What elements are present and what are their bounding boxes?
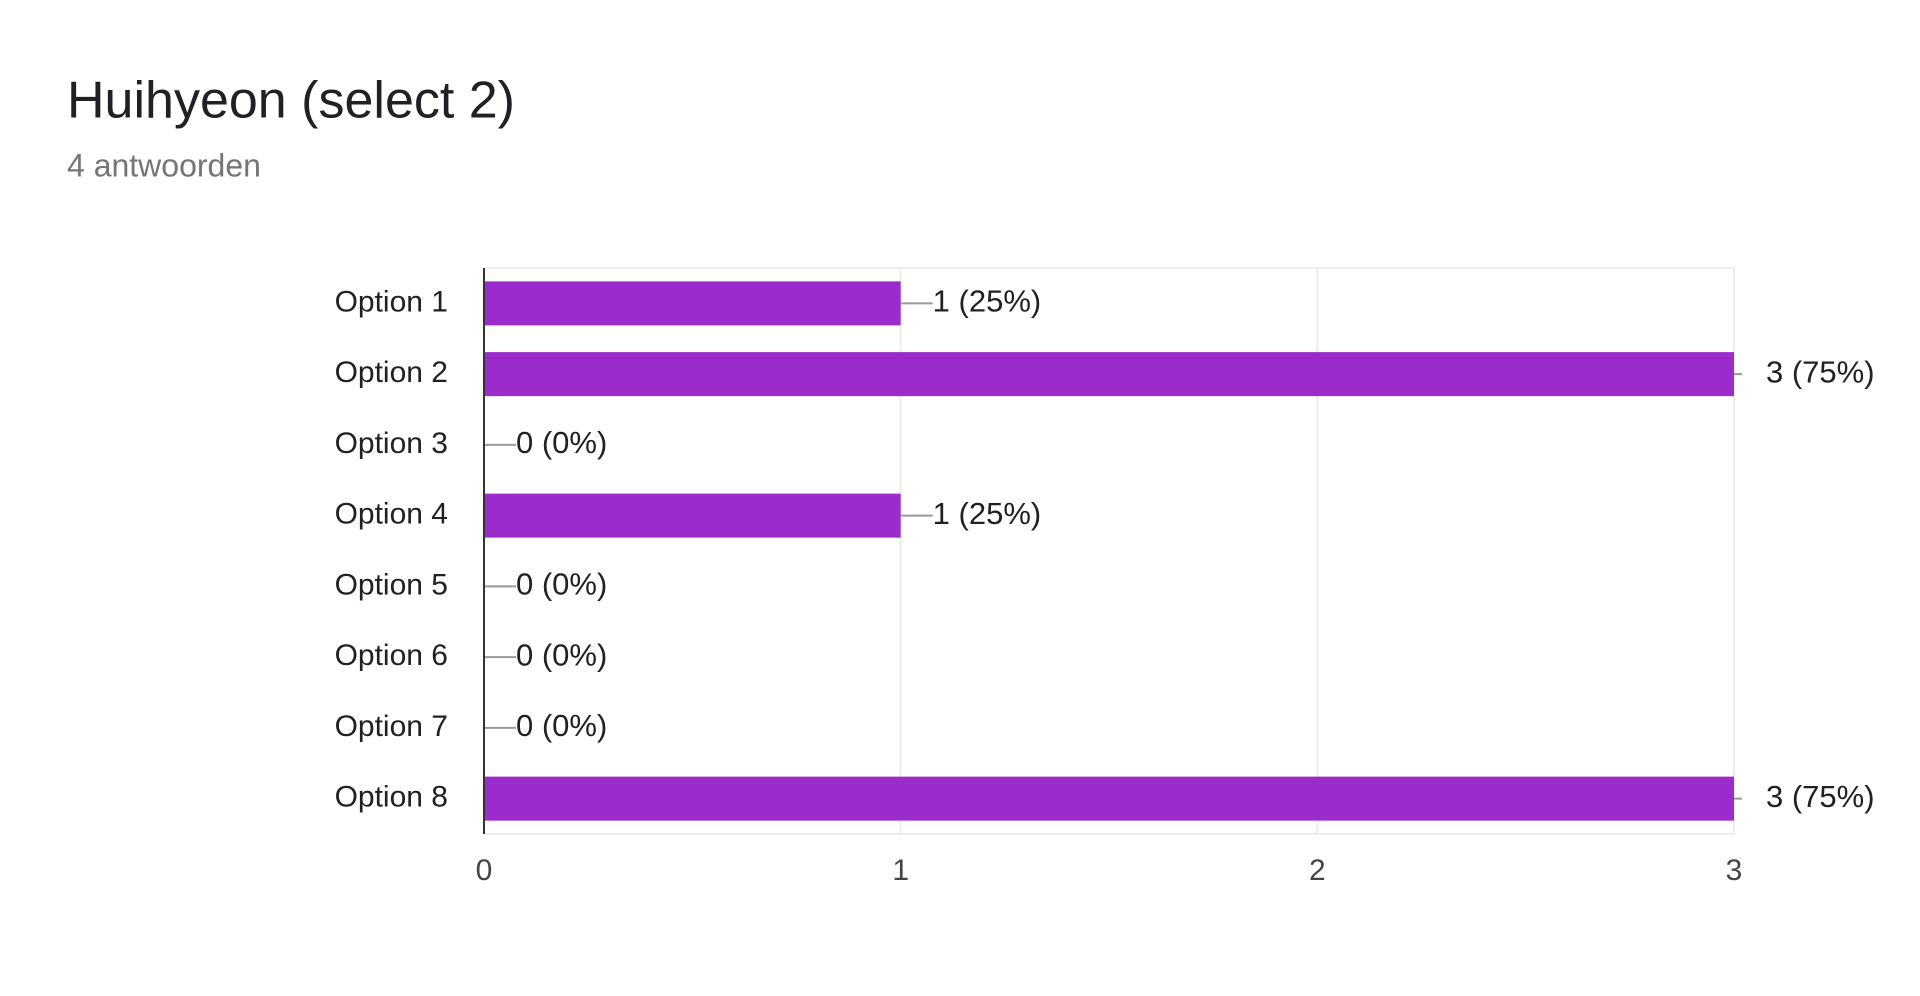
y-tick-label: Option 8 <box>335 781 448 814</box>
value-label: 3 (75%) <box>1766 354 1875 389</box>
bar <box>484 352 1734 397</box>
value-label: 1 (25%) <box>933 284 1042 319</box>
bar <box>484 493 901 538</box>
y-tick-label: Option 6 <box>335 639 448 672</box>
y-tick-label: Option 2 <box>335 356 448 389</box>
y-tick-label: Option 1 <box>335 285 448 318</box>
y-tick-label: Option 3 <box>335 427 448 460</box>
x-tick-label: 2 <box>1309 854 1326 887</box>
x-tick-label: 3 <box>1726 854 1743 887</box>
x-tick-label: 0 <box>476 854 493 887</box>
x-tick-label: 1 <box>892 854 909 887</box>
value-label: 1 (25%) <box>933 496 1042 531</box>
bar <box>484 776 1734 821</box>
bar <box>484 281 901 326</box>
value-label: 3 (75%) <box>1766 779 1875 814</box>
value-label: 0 (0%) <box>516 708 607 743</box>
value-label: 0 (0%) <box>516 567 607 602</box>
y-tick-label: Option 5 <box>335 568 448 601</box>
value-label: 0 (0%) <box>516 637 607 672</box>
chart-subtitle: 4 antwoorden <box>67 147 261 183</box>
y-tick-label: Option 4 <box>335 498 448 531</box>
chart-title: Huihyeon (select 2) <box>67 72 515 130</box>
value-label: 0 (0%) <box>516 425 607 460</box>
y-tick-label: Option 7 <box>335 710 448 743</box>
